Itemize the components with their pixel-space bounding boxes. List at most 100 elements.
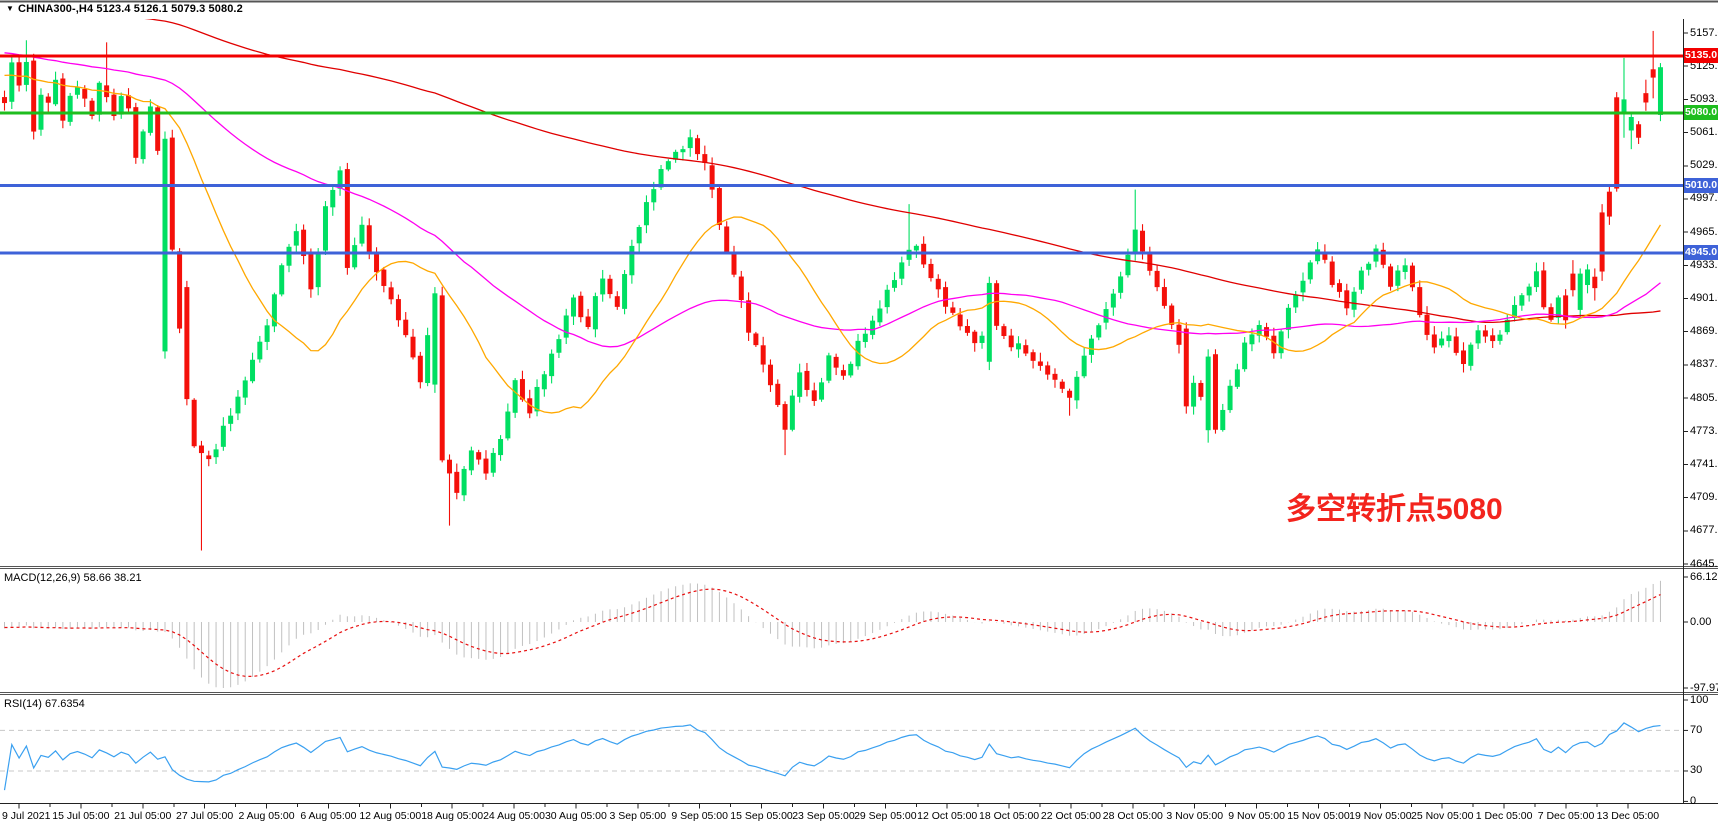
candle-down [1606,191,1612,217]
candle-up [986,282,992,362]
candle-up [1577,273,1583,310]
candle-down [1183,328,1189,407]
candle-up [1220,409,1226,431]
candle-down [702,154,708,163]
candle-down [1541,270,1547,308]
candle-up [96,82,102,115]
candle-down [439,295,445,461]
candle-down [1154,270,1160,288]
candle-up [1512,304,1518,318]
candle-down [366,225,372,252]
candle-down [950,307,956,313]
candle-up [1497,334,1503,341]
candle-up [1315,249,1321,262]
ma-slow [144,19,1661,324]
candle-down [1037,361,1043,366]
candle-up [1555,297,1561,318]
candle-down [133,107,139,158]
candle-down [476,452,482,460]
candle-up [1519,295,1525,306]
candle-up [432,293,438,385]
candle-down [82,89,88,99]
candle-up [337,170,343,189]
candle-up [1103,309,1109,323]
candle-down [308,253,314,290]
candle-up [1285,307,1291,330]
candle-down [695,138,701,155]
candle-up [1278,331,1284,354]
candle-down [126,95,132,109]
candle-down [483,458,489,474]
candle-up [67,95,73,122]
candle-up [162,138,168,352]
candle-up [279,265,285,295]
candle-up [1446,335,1452,342]
candle-up [330,189,336,208]
candle-up [665,161,671,170]
candle-up [549,353,555,377]
candle-up [1016,343,1022,350]
candle-up [1125,254,1131,276]
candle-down [1030,352,1036,361]
candle-down [972,331,978,344]
candle-up [826,355,832,381]
candle-down [578,295,584,318]
candle-up [461,468,467,496]
candle-up [1132,229,1138,253]
candle-down [1650,69,1656,78]
candle-up [541,374,547,390]
rsi-line [3,722,1661,791]
candle-down [1599,212,1605,272]
candle-up [592,296,598,330]
candle-down [935,278,941,290]
candle-up [1628,117,1634,131]
candle-up [884,289,890,308]
candle-up [600,278,606,295]
candle-up [1081,355,1087,377]
candle-down [746,300,752,333]
candle-up [498,439,504,456]
candle-down [184,287,190,400]
candle-down [519,379,525,400]
candle-down [833,356,839,368]
candle-down [840,370,846,376]
candle-up [673,151,679,160]
candle-down [45,96,51,103]
candle-up [848,363,854,376]
candle-up [870,320,876,335]
candle-down [403,319,409,336]
candle-down [1490,335,1496,342]
candle-up [242,380,248,398]
candle-down [1322,251,1328,260]
candle-down [1336,283,1342,292]
candle-up [1234,369,1240,387]
candle-down [16,62,22,86]
candle-up [1585,269,1591,286]
candle-up [1621,99,1627,113]
candle-down [454,471,460,493]
candle-up [220,425,226,447]
candle-up [1242,342,1248,370]
candle-down [1643,93,1649,103]
macd-panel[interactable] [4,580,1661,688]
candle-up [264,325,270,342]
candle-down [111,94,117,117]
candle-down [169,137,175,250]
candle-up [53,79,59,105]
main-price-panel[interactable] [2,3,1663,551]
macd-signal-line [4,588,1661,678]
ma-mid [4,52,1661,348]
candle-down [585,316,591,327]
candle-up [789,395,795,430]
candle-down [191,399,197,447]
candle-down [1409,265,1415,288]
rsi-panel[interactable] [0,722,1683,791]
candle-down [1570,273,1576,291]
candle-up [636,226,642,244]
candle-down [607,278,613,295]
candle-down [738,276,744,301]
candle-up [651,189,657,203]
candle-up [23,61,29,85]
